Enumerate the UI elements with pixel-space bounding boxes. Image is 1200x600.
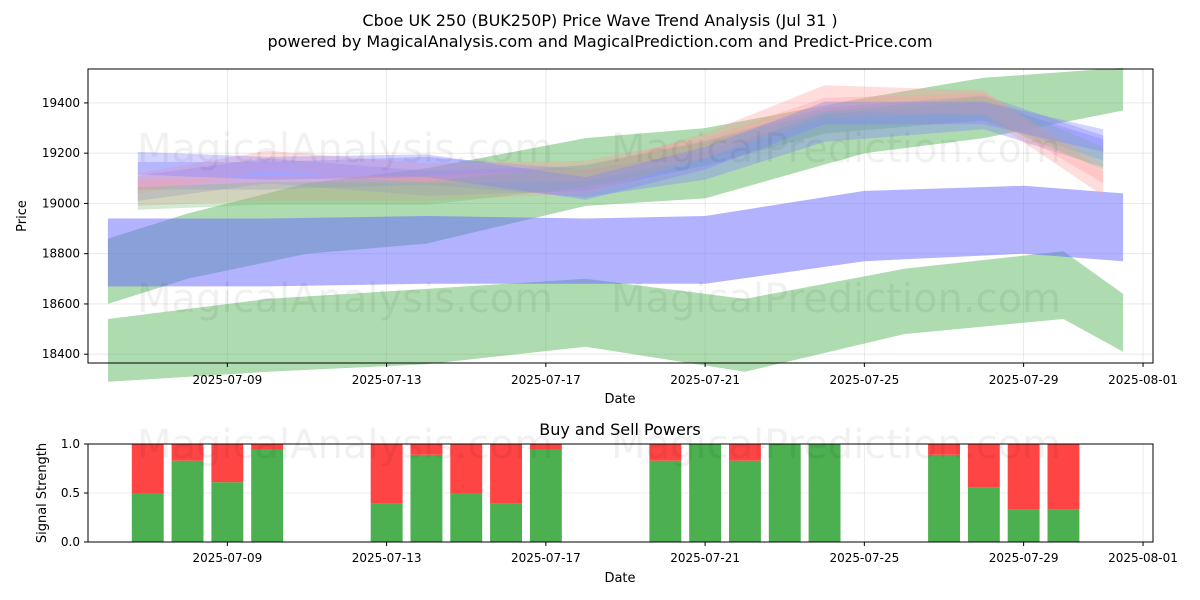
bottom-x-tick-label: 2025-07-17 <box>511 551 581 565</box>
buy-bar <box>490 503 522 542</box>
signal-bars <box>131 444 1080 542</box>
buy-bar <box>251 449 284 542</box>
bottom-y-tick-label: 0.0 <box>61 535 80 549</box>
top-y-tick-label: 19400 <box>42 96 80 110</box>
top-y-tick-label: 18600 <box>42 297 80 311</box>
wave-band-1 <box>137 101 1104 198</box>
top-x-tick-label: 2025-07-29 <box>989 373 1059 387</box>
band-long-blue <box>107 185 1124 287</box>
sell-bar <box>131 444 164 493</box>
bottom-x-tick-label: 2025-07-25 <box>829 551 899 565</box>
watermark-analysis-top: MagicalAnalysis.com <box>137 126 553 172</box>
wave-band-2 <box>137 95 1104 201</box>
buy-bar <box>529 449 562 542</box>
top-watermarks: MagicalAnalysis.com MagicalPrediction.co… <box>137 126 1061 322</box>
top-x-axis-label: Date <box>604 392 635 407</box>
buy-bar <box>808 444 841 542</box>
band-long-green-lower <box>107 251 1124 382</box>
wave-bands <box>137 85 1104 210</box>
buy-bar <box>1007 509 1040 542</box>
sell-bar <box>1007 444 1040 510</box>
top-x-tick-label: 2025-07-21 <box>670 373 740 387</box>
sell-bar <box>490 444 522 504</box>
price-bands <box>107 67 1124 382</box>
top-x-tick-label: 2025-07-25 <box>829 373 899 387</box>
top-x-tick-label: 2025-07-17 <box>511 373 581 387</box>
top-axes: 2025-07-09 2025-07-13 2025-07-17 2025-07-21… <box>42 96 1178 387</box>
watermark-prediction-top: MagicalPrediction.com <box>611 126 1061 172</box>
wave-band-3 <box>137 85 1104 206</box>
sell-bar <box>529 444 562 450</box>
sell-bar <box>410 444 443 455</box>
sell-bar <box>1047 444 1080 510</box>
bottom-x-tick-label: 2025-07-13 <box>352 551 422 565</box>
buy-bar <box>450 493 483 542</box>
sell-bar <box>729 444 761 461</box>
bottom-y-tick-label: 1.0 <box>61 437 80 451</box>
watermark-prediction-bottom: MagicalPrediction.com <box>611 422 1061 468</box>
bottom-y-tick-label: 0.5 <box>61 486 80 500</box>
bottom-x-axis-label: Date <box>604 571 635 586</box>
top-x-tick-label: 2025-07-09 <box>192 373 262 387</box>
buy-bar <box>729 460 761 542</box>
top-x-tick-label: 2025-08-01 <box>1108 373 1178 387</box>
buy-bar <box>410 454 443 542</box>
buy-bar <box>928 454 960 542</box>
buy-bar <box>171 460 204 542</box>
top-x-tick-label: 2025-07-13 <box>352 373 422 387</box>
sell-bar <box>967 444 1000 488</box>
chart-title-line1: Cboe UK 250 (BUK250P) Price Wave Trend A… <box>362 11 837 30</box>
buy-bar <box>768 444 801 542</box>
top-y-tick-label: 19200 <box>42 146 80 160</box>
sell-bar <box>211 444 244 483</box>
watermark-analysis-bottom: MagicalAnalysis.com <box>137 422 553 468</box>
buy-bar <box>689 444 722 542</box>
bottom-watermarks: MagicalAnalysis.com MagicalPrediction.co… <box>137 422 1061 468</box>
top-plot-frame <box>87 68 1154 364</box>
bottom-axes: 2025-07-09 2025-07-13 2025-07-17 2025-07-21… <box>61 437 1178 565</box>
bottom-chart-title: Buy and Sell Powers <box>539 420 701 439</box>
wave-band-5 <box>137 96 1104 210</box>
chart-title-line2: powered by MagicalAnalysis.com and Magic… <box>267 32 932 51</box>
sell-bar <box>370 444 403 504</box>
sell-bar <box>450 444 483 493</box>
bottom-x-tick-label: 2025-07-29 <box>989 551 1059 565</box>
watermark-prediction-mid: MagicalPrediction.com <box>611 276 1061 322</box>
buy-bar <box>211 482 244 542</box>
bottom-y-axis-label: Signal Strength <box>35 443 50 543</box>
top-y-tick-label: 19000 <box>42 196 80 210</box>
watermark-analysis-mid: MagicalAnalysis.com <box>137 276 553 322</box>
buy-bar <box>967 487 1000 542</box>
top-y-tick-label: 18400 <box>42 347 80 361</box>
sell-bar <box>171 444 204 461</box>
sell-bar <box>649 444 682 461</box>
sell-bar <box>251 444 284 450</box>
top-y-axis-label: Price <box>15 200 30 232</box>
buy-bar <box>370 503 403 542</box>
bottom-x-tick-label: 2025-07-09 <box>192 551 262 565</box>
buy-bar <box>1047 509 1080 542</box>
buy-bar <box>649 460 682 542</box>
bottom-x-tick-label: 2025-08-01 <box>1108 551 1178 565</box>
buy-bar <box>131 493 164 542</box>
sell-bar <box>928 444 960 455</box>
top-y-tick-label: 18800 <box>42 247 80 261</box>
bottom-x-tick-label: 2025-07-21 <box>670 551 740 565</box>
wave-band-6 <box>137 101 1104 200</box>
wave-band-4 <box>137 92 1104 194</box>
